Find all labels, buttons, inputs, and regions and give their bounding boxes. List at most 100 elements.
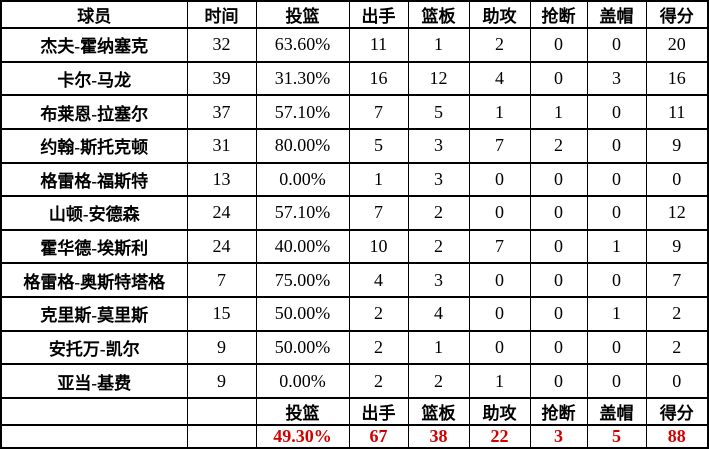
footer-label-blk: 盖帽 bbox=[586, 397, 647, 426]
total-stl-cell: 3 bbox=[529, 424, 588, 449]
stat-cell: 13 bbox=[186, 161, 257, 198]
stat-cell: 7 bbox=[468, 127, 531, 164]
stat-cell: 2 bbox=[407, 228, 470, 265]
stat-cell: 4 bbox=[407, 296, 470, 332]
stat-cell: 9 bbox=[186, 363, 257, 399]
stat-cell: 2 bbox=[645, 329, 709, 366]
stat-cell: 24 bbox=[186, 195, 257, 231]
player-name-cell: 霍华德-埃斯利 bbox=[0, 228, 188, 265]
stat-cell: 0 bbox=[529, 296, 588, 332]
stat-cell: 0.00% bbox=[255, 363, 350, 399]
stat-cell: 9 bbox=[645, 127, 709, 164]
stat-cell: 40.00% bbox=[255, 228, 350, 265]
stat-cell: 31.30% bbox=[255, 60, 350, 97]
total-blk-cell: 5 bbox=[586, 424, 647, 449]
footer-label-stl: 抢断 bbox=[529, 397, 588, 426]
stat-cell: 0 bbox=[586, 94, 647, 130]
stat-cell: 24 bbox=[186, 228, 257, 265]
stat-cell: 4 bbox=[348, 262, 409, 298]
player-name-cell: 格雷格-福斯特 bbox=[0, 161, 188, 198]
stat-cell: 2 bbox=[529, 127, 588, 164]
stat-cell: 3 bbox=[407, 262, 470, 298]
stat-cell: 63.60% bbox=[255, 27, 350, 63]
column-header-pts: 得分 bbox=[645, 0, 709, 29]
table-row: 克里斯-莫里斯 15 50.00% 2 4 0 0 1 2 bbox=[0, 296, 709, 332]
player-rows: 杰夫-霍纳塞克 32 63.60% 11 1 2 0 0 20 卡尔-马龙 39 31.30% 16 12… bbox=[0, 27, 709, 399]
totals-empty-cell bbox=[0, 424, 188, 449]
footer-empty-cell bbox=[0, 397, 188, 426]
stat-cell: 0 bbox=[468, 195, 531, 231]
stat-cell: 5 bbox=[407, 94, 470, 130]
stat-cell: 4 bbox=[468, 60, 531, 97]
footer-label-ast: 助攻 bbox=[468, 397, 531, 426]
total-fga-cell: 67 bbox=[348, 424, 409, 449]
stat-cell: 1 bbox=[529, 94, 588, 130]
player-name-cell: 布莱恩-拉塞尔 bbox=[0, 94, 188, 130]
stat-cell: 0 bbox=[529, 60, 588, 97]
table-row: 安托万-凯尔 9 50.00% 2 1 0 0 0 2 bbox=[0, 329, 709, 366]
footer-label-reb: 篮板 bbox=[407, 397, 470, 426]
stat-cell: 0 bbox=[586, 161, 647, 198]
stat-cell: 0 bbox=[586, 262, 647, 298]
stat-cell: 50.00% bbox=[255, 296, 350, 332]
total-ast-cell: 22 bbox=[468, 424, 531, 449]
footer-label-pts: 得分 bbox=[645, 397, 709, 426]
stat-cell: 32 bbox=[186, 27, 257, 63]
stat-cell: 20 bbox=[645, 27, 709, 63]
stat-cell: 7 bbox=[348, 195, 409, 231]
stat-cell: 10 bbox=[348, 228, 409, 265]
stat-cell: 16 bbox=[348, 60, 409, 97]
stat-cell: 0 bbox=[586, 127, 647, 164]
stat-cell: 11 bbox=[348, 27, 409, 63]
stat-cell: 12 bbox=[407, 60, 470, 97]
stat-cell: 2 bbox=[645, 296, 709, 332]
stat-cell: 5 bbox=[348, 127, 409, 164]
player-name-cell: 克里斯-莫里斯 bbox=[0, 296, 188, 332]
stat-cell: 11 bbox=[645, 94, 709, 130]
column-header-fg: 投篮 bbox=[255, 0, 350, 29]
column-header-player: 球员 bbox=[0, 0, 188, 29]
stat-cell: 1 bbox=[586, 228, 647, 265]
stat-cell: 16 bbox=[645, 60, 709, 97]
player-name-cell: 山顿-安德森 bbox=[0, 195, 188, 231]
stat-cell: 0 bbox=[529, 27, 588, 63]
stat-cell: 1 bbox=[468, 363, 531, 399]
stat-cell: 0 bbox=[468, 296, 531, 332]
stat-cell: 0 bbox=[529, 329, 588, 366]
stat-cell: 2 bbox=[348, 363, 409, 399]
stat-cell: 57.10% bbox=[255, 195, 350, 231]
table-row: 约翰-斯托克顿 31 80.00% 5 3 7 2 0 9 bbox=[0, 127, 709, 164]
player-name-cell: 约翰-斯托克顿 bbox=[0, 127, 188, 164]
stat-cell: 0 bbox=[529, 161, 588, 198]
stat-cell: 0 bbox=[586, 27, 647, 63]
stat-cell: 9 bbox=[186, 329, 257, 366]
stat-cell: 0 bbox=[586, 363, 647, 399]
stat-cell: 7 bbox=[348, 94, 409, 130]
table-row: 杰夫-霍纳塞克 32 63.60% 11 1 2 0 0 20 bbox=[0, 27, 709, 63]
player-name-cell: 亚当-基费 bbox=[0, 363, 188, 399]
stat-cell: 3 bbox=[586, 60, 647, 97]
total-pts-cell: 88 bbox=[645, 424, 709, 449]
header-row: 球员 时间 投篮 出手 篮板 助攻 抢断 盖帽 得分 bbox=[0, 0, 709, 29]
stat-cell: 80.00% bbox=[255, 127, 350, 164]
stat-cell: 2 bbox=[407, 195, 470, 231]
column-header-stl: 抢断 bbox=[529, 0, 588, 29]
totals-row: 49.30% 67 38 22 3 5 88 bbox=[0, 424, 709, 449]
footer-label-fga: 出手 bbox=[348, 397, 409, 426]
stat-cell: 0 bbox=[645, 161, 709, 198]
table-row: 格雷格-福斯特 13 0.00% 1 3 0 0 0 0 bbox=[0, 161, 709, 198]
stat-cell: 0 bbox=[468, 329, 531, 366]
player-name-cell: 杰夫-霍纳塞克 bbox=[0, 27, 188, 63]
stat-cell: 1 bbox=[586, 296, 647, 332]
player-name-cell: 格雷格-奥斯特塔格 bbox=[0, 262, 188, 298]
stat-cell: 0 bbox=[529, 363, 588, 399]
stat-cell: 0 bbox=[586, 329, 647, 366]
column-header-blk: 盖帽 bbox=[586, 0, 647, 29]
stat-cell: 1 bbox=[348, 161, 409, 198]
stat-cell: 0 bbox=[468, 262, 531, 298]
stat-cell: 57.10% bbox=[255, 94, 350, 130]
table-row: 霍华德-埃斯利 24 40.00% 10 2 7 0 1 9 bbox=[0, 228, 709, 265]
column-header-reb: 篮板 bbox=[407, 0, 470, 29]
stat-cell: 7 bbox=[186, 262, 257, 298]
